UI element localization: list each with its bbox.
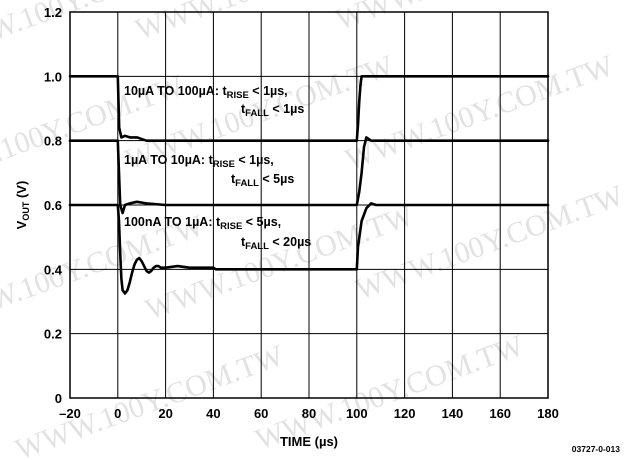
y-axis-label: VOUT (V) — [14, 181, 31, 230]
y-tick-labels: 0 0.2 0.4 0.6 0.8 1.0 1.2 — [44, 5, 63, 406]
y-tick-label: 0.6 — [44, 198, 62, 213]
x-tick-label: 60 — [254, 406, 268, 421]
x-tick-label: 160 — [489, 406, 511, 421]
y-tick-label: 0.8 — [44, 134, 62, 149]
y-tick-label: 0.2 — [44, 327, 62, 342]
y-tick-label: 1.2 — [44, 5, 62, 20]
y-tick-label: 0.4 — [44, 262, 63, 277]
x-tick-label: 100 — [346, 406, 368, 421]
x-tick-label: 80 — [302, 406, 316, 421]
y-tick-label: 1.0 — [44, 69, 62, 84]
x-tick-label: 40 — [206, 406, 220, 421]
y-tick-label: 0 — [55, 391, 62, 406]
x-tick-label: 140 — [442, 406, 464, 421]
x-tick-label: 120 — [394, 406, 416, 421]
x-tick-label: 0 — [114, 406, 121, 421]
watermark-text: WWW.100Y.COM.TW — [351, 179, 627, 307]
x-tick-label: –20 — [59, 406, 81, 421]
watermark-text: WWW.100Y.COM.TW — [11, 339, 288, 460]
x-axis-label: TIME (µs) — [280, 434, 338, 449]
x-tick-label: 20 — [158, 406, 172, 421]
annotation-line: tFALL < 5µs — [231, 172, 294, 189]
figure-id: 03727-0-013 — [572, 444, 620, 454]
watermark-text: WWW.100Y.COM.TW — [331, 0, 608, 37]
x-tick-label: 180 — [537, 406, 559, 421]
